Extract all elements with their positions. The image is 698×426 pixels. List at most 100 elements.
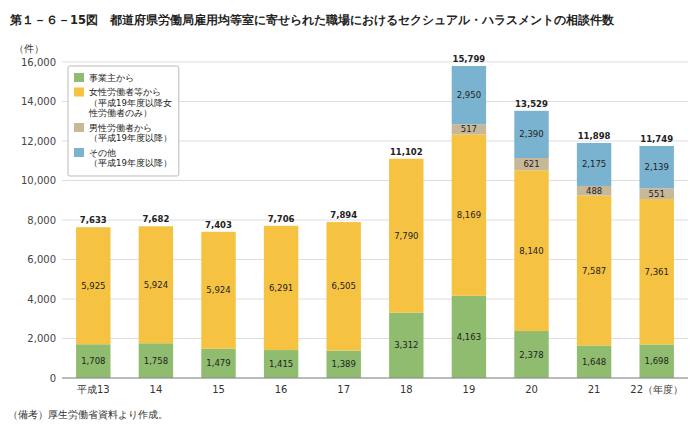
legend-swatch bbox=[74, 73, 84, 82]
x-tick-label: 17 bbox=[337, 384, 350, 395]
bar-segment bbox=[639, 199, 673, 344]
x-tick-label: 20 bbox=[525, 384, 538, 395]
data-label: 1,648 bbox=[582, 357, 606, 367]
data-label: 6,505 bbox=[332, 281, 356, 291]
bar-segment bbox=[201, 349, 235, 378]
bar-segment bbox=[577, 345, 611, 378]
bar-segment bbox=[639, 188, 673, 199]
bar-segment bbox=[639, 344, 673, 378]
bar-segment bbox=[514, 111, 548, 158]
legend-box bbox=[68, 66, 179, 176]
x-tick-label: 16 bbox=[275, 384, 288, 395]
y-tick-label: 6,000 bbox=[27, 254, 56, 265]
total-label: 15,799 bbox=[452, 54, 485, 64]
bar-segment bbox=[452, 134, 486, 295]
bar-segment bbox=[264, 350, 298, 378]
grid-line bbox=[62, 378, 688, 379]
data-label: 1,708 bbox=[81, 356, 105, 366]
bar-segment bbox=[264, 225, 298, 226]
data-labels: 1,7085,9257,6331,7585,9247,6821,4795,924… bbox=[80, 54, 673, 369]
data-label: 8,140 bbox=[519, 246, 543, 256]
legend-entry: その他（平成19年度以降） bbox=[89, 148, 172, 169]
y-tick-label: 16,000 bbox=[21, 57, 56, 68]
total-label: 13,529 bbox=[515, 99, 548, 109]
data-label: 6,291 bbox=[269, 283, 293, 293]
data-label: 8,169 bbox=[457, 210, 481, 220]
bar-segment bbox=[76, 344, 110, 378]
y-tick-label: 12,000 bbox=[21, 136, 56, 147]
x-tick-label: 19 bbox=[463, 384, 476, 395]
y-tick-label: 8,000 bbox=[27, 215, 56, 226]
y-tick-label: 2,000 bbox=[27, 333, 56, 344]
x-axis-line bbox=[62, 378, 688, 379]
legend-line: （平成19年度以降） bbox=[89, 133, 172, 143]
bar-segment bbox=[76, 227, 110, 228]
data-label: 2,950 bbox=[457, 90, 481, 100]
bar-segment bbox=[389, 313, 423, 378]
data-label: 1,758 bbox=[144, 356, 168, 366]
bar-segment bbox=[76, 227, 110, 228]
legend-line: 事業主から bbox=[89, 73, 134, 83]
bar-segment bbox=[326, 351, 360, 378]
legend-line: （平成19年度以降） bbox=[89, 158, 172, 168]
data-label: 1,389 bbox=[332, 359, 356, 369]
total-label: 11,102 bbox=[390, 147, 423, 157]
data-label: 1,698 bbox=[645, 356, 669, 366]
bar-segment bbox=[577, 196, 611, 346]
bar-segment bbox=[452, 124, 486, 134]
bar-segment bbox=[452, 296, 486, 378]
bar-segment bbox=[577, 143, 611, 186]
title: 第１－６－15図 都道府県労働局雇用均等室に寄せられた職場におけるセクシュアル・… bbox=[9, 13, 615, 27]
legend-entry: 事業主から bbox=[89, 73, 134, 83]
x-tick-label: 22（年度） bbox=[630, 384, 683, 395]
y-axis-label: （件） bbox=[14, 43, 44, 54]
total-label: 7,633 bbox=[80, 215, 107, 225]
legend-entry: 女性労働者等から（平成19年度以降女性労働者のみ） bbox=[88, 87, 172, 118]
total-label: 11,749 bbox=[640, 134, 673, 144]
total-label: 7,682 bbox=[142, 214, 169, 224]
data-label: 4,163 bbox=[457, 332, 481, 342]
legend-swatch bbox=[74, 123, 84, 132]
grid bbox=[62, 62, 688, 378]
data-label: 2,175 bbox=[582, 159, 606, 169]
data-label: 2,390 bbox=[519, 129, 543, 139]
bar-segment bbox=[139, 226, 173, 227]
legend-swatch bbox=[74, 88, 84, 97]
bar-segment bbox=[452, 66, 486, 124]
bar-segment bbox=[139, 343, 173, 378]
bar-segment bbox=[514, 331, 548, 378]
bar-segment bbox=[389, 158, 423, 159]
data-label: 621 bbox=[523, 159, 539, 169]
total-label: 7,706 bbox=[268, 214, 295, 224]
data-label: 2,378 bbox=[519, 350, 543, 360]
data-label: 488 bbox=[586, 186, 602, 196]
legend-swatch bbox=[74, 148, 84, 157]
x-tick-label: 21 bbox=[588, 384, 601, 395]
bar-segment bbox=[264, 226, 298, 350]
grid-line bbox=[62, 62, 688, 63]
total-label: 7,894 bbox=[330, 210, 357, 220]
bar-segment bbox=[514, 158, 548, 170]
data-label: 5,924 bbox=[206, 285, 230, 295]
x-tick-label: 18 bbox=[400, 384, 413, 395]
bar-segment bbox=[201, 231, 235, 232]
footer-note: （備考）厚生労働省資料より作成。 bbox=[8, 409, 168, 420]
y-tick-label: 4,000 bbox=[27, 294, 56, 305]
y-tick-label: 10,000 bbox=[21, 175, 56, 186]
data-label: 7,790 bbox=[394, 231, 418, 241]
bar-segment bbox=[389, 159, 423, 313]
legend: 事業主から女性労働者等から（平成19年度以降女性労働者のみ）男性労働者から（平成… bbox=[68, 66, 179, 176]
bar-segment bbox=[326, 222, 360, 223]
bar-segment bbox=[264, 225, 298, 226]
bar-segment bbox=[326, 222, 360, 350]
bar-segment bbox=[201, 231, 235, 232]
bar-segment bbox=[389, 158, 423, 159]
x-tick-label: 平成13 bbox=[77, 384, 110, 395]
legend-line: 性労働者のみ） bbox=[88, 108, 152, 118]
legend-line: 男性労働者から bbox=[89, 123, 152, 133]
total-label: 7,403 bbox=[205, 220, 232, 230]
y-tick-label: 14,000 bbox=[21, 96, 56, 107]
bar-segment bbox=[139, 226, 173, 343]
y-tick-label: 0 bbox=[50, 373, 56, 384]
bar-segment bbox=[326, 222, 360, 223]
